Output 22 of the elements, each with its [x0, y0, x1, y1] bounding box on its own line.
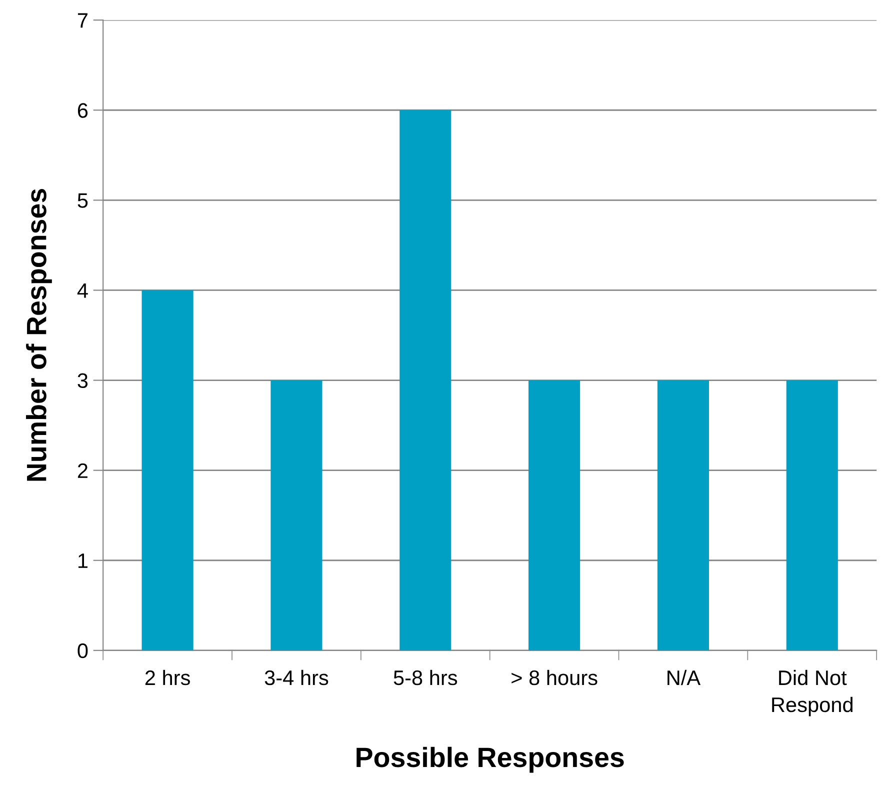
- x-axis-title: Possible Responses: [356, 746, 624, 773]
- x-tick-label: 3-4 hrs: [264, 670, 328, 686]
- y-tick-label: 5: [78, 193, 88, 208]
- y-tick-label: 3: [78, 373, 88, 388]
- bar: [528, 380, 580, 650]
- y-tick-label: 1: [78, 554, 88, 568]
- x-tick-label: > 8 hours: [512, 670, 598, 686]
- y-tick-label: 0: [78, 643, 88, 658]
- x-tick-label: 5-8 hrs: [394, 670, 458, 686]
- y-tick-label: 2: [78, 463, 88, 478]
- x-tick-label: N/A: [668, 670, 701, 686]
- bar: [657, 380, 709, 650]
- y-tick-label: 7: [78, 13, 88, 28]
- bar: [400, 110, 452, 650]
- bar: [786, 380, 838, 650]
- y-tick-label: 6: [78, 103, 88, 118]
- y-tick-label: 4: [77, 283, 88, 298]
- y-axis-title: Number of Responses: [26, 188, 52, 481]
- x-tick-label: Did Not Respond: [772, 670, 852, 716]
- bar: [270, 380, 322, 650]
- bar: [142, 290, 194, 650]
- x-tick-label: 2 hrs: [145, 670, 190, 686]
